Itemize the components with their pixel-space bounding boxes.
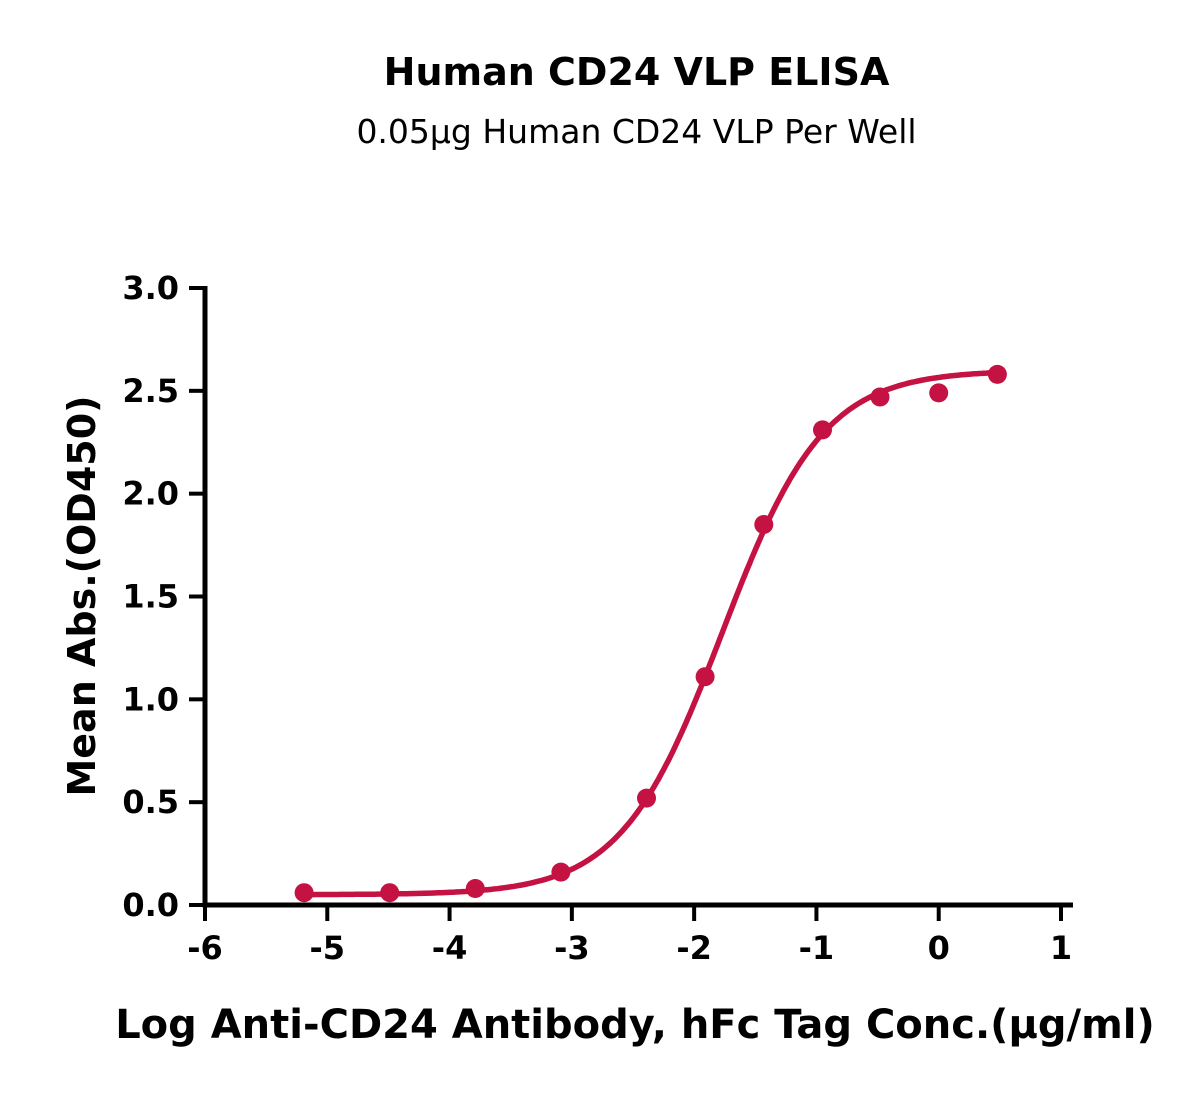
- data-point: [870, 387, 890, 407]
- x-tick-label: -6: [187, 929, 223, 967]
- x-tick-label: -5: [310, 929, 346, 967]
- x-tick-label: -4: [432, 929, 468, 967]
- chart-title: Human CD24 VLP ELISA: [383, 50, 890, 94]
- y-axis-label: Mean Abs.(OD450): [60, 395, 104, 797]
- data-point: [294, 883, 314, 903]
- data-point: [551, 862, 571, 882]
- y-tick-label: 3.0: [122, 269, 179, 307]
- data-point: [637, 788, 656, 808]
- data-point: [465, 879, 485, 898]
- x-axis-label: Log Anti-CD24 Antibody, hFc Tag Conc.(μg…: [115, 1002, 1155, 1048]
- data-point: [929, 383, 949, 403]
- x-tick-label: -2: [676, 929, 712, 967]
- data-point: [695, 667, 715, 687]
- data-point: [380, 883, 400, 903]
- x-tick-label: -1: [799, 929, 835, 967]
- fit-curve: [301, 369, 999, 898]
- y-tick-label: 1.0: [122, 680, 179, 718]
- x-tick-label: -3: [554, 929, 590, 967]
- x-tick-label: 1: [1050, 929, 1072, 967]
- chart-subtitle: 0.05μg Human CD24 VLP Per Well: [356, 112, 917, 151]
- y-tick-label: 2.5: [122, 372, 179, 410]
- data-point: [987, 364, 1007, 384]
- y-tick-label: 1.5: [122, 578, 179, 616]
- data-point: [813, 420, 832, 440]
- data-point: [754, 515, 774, 534]
- y-tick-label: 0.5: [122, 783, 179, 821]
- y-tick-label: 2.0: [122, 475, 179, 513]
- x-tick-label: 0: [928, 929, 950, 967]
- y-tick-label: 0.0: [122, 886, 179, 924]
